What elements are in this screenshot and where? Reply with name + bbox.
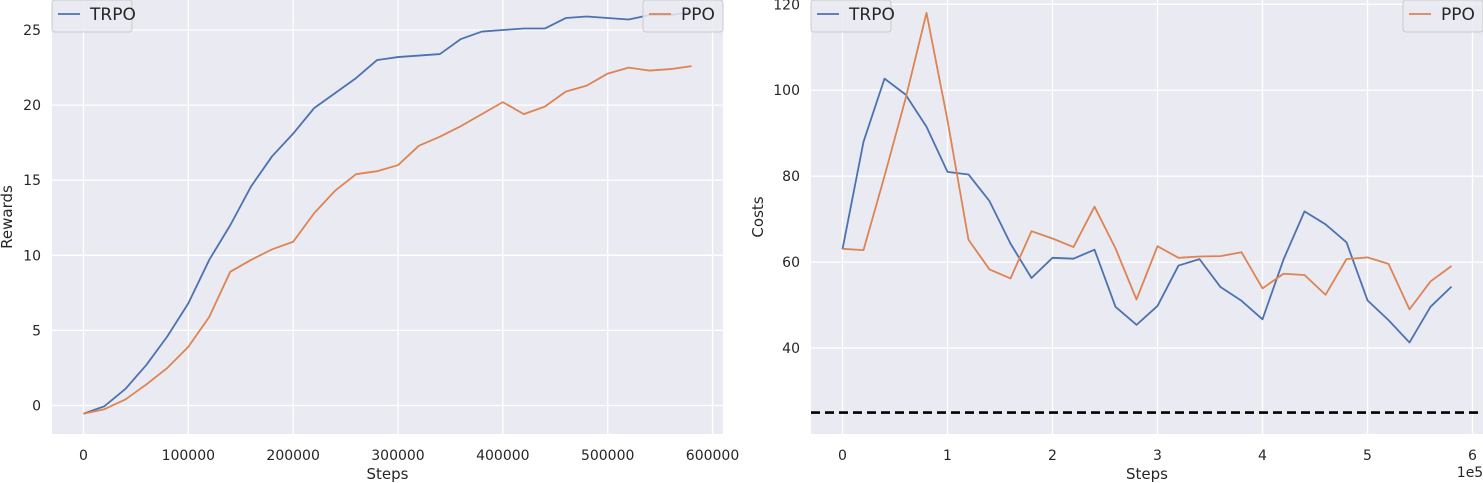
series-line-trpo xyxy=(841,77,1453,344)
x-tick-label: 4 xyxy=(1258,448,1267,464)
legend-trpo: TRPO xyxy=(810,0,895,33)
x-tick-label: 0 xyxy=(838,448,847,464)
legend-label: TRPO xyxy=(848,5,895,25)
legend-label: PPO xyxy=(1441,5,1475,25)
legend-box xyxy=(810,0,892,33)
costs-chart: 0 1 2 3 4 5 6 40 60 80 100 120 Steps Costs 1e5 TRPO PPO xyxy=(749,0,1483,483)
x-tick-label: 100000 xyxy=(162,448,215,464)
x-tick-label: 0 xyxy=(79,448,88,464)
x-tick-label: 6 xyxy=(1468,448,1477,464)
series-line-ppo xyxy=(83,65,692,415)
x-tick-label: 200000 xyxy=(266,448,319,464)
rewards-chart: 0 100000 200000 300000 400000 500000 600000 0 5 1… xyxy=(0,0,739,483)
x-axis-label: Steps xyxy=(1126,465,1168,483)
x-tick-label: 600000 xyxy=(686,448,739,464)
x-tick-label: 2 xyxy=(1048,448,1057,464)
legend-trpo: TRPO xyxy=(51,0,136,33)
y-axis-label: Rewards xyxy=(0,185,16,249)
legend-label: PPO xyxy=(681,5,715,25)
y-tick-label: 5 xyxy=(32,323,41,339)
x-tick-label: 3 xyxy=(1153,448,1162,464)
plot-area xyxy=(83,11,692,415)
x-axis-label: Steps xyxy=(367,465,409,483)
y-axis-label: Costs xyxy=(749,196,767,237)
plot-background xyxy=(811,0,1483,434)
x-tick-label: 5 xyxy=(1363,448,1372,464)
x-tick-label: 300000 xyxy=(371,448,424,464)
y-tick-label: 120 xyxy=(773,0,800,13)
legend-box xyxy=(642,0,724,33)
plot-area xyxy=(811,11,1483,414)
x-offset-text: 1e5 xyxy=(1457,465,1483,481)
y-tick-label: 60 xyxy=(782,255,800,271)
series-line-ppo xyxy=(842,11,1453,311)
y-tick-label: 25 xyxy=(23,23,41,39)
x-tick-label: 500000 xyxy=(581,448,634,464)
plot-background xyxy=(52,0,723,434)
legend-box xyxy=(1402,0,1483,33)
y-tick-label: 40 xyxy=(782,341,800,357)
y-tick-label: 20 xyxy=(23,98,41,114)
x-tick-label: 1 xyxy=(943,448,952,464)
y-tick-label: 100 xyxy=(773,83,800,99)
legend-box xyxy=(51,0,133,33)
legend-ppo: PPO xyxy=(1402,0,1483,33)
legend-label: TRPO xyxy=(89,5,136,25)
legend-ppo: PPO xyxy=(642,0,724,33)
x-tick-label: 400000 xyxy=(476,448,529,464)
y-tick-label: 80 xyxy=(782,169,800,185)
y-tick-label: 0 xyxy=(32,398,41,414)
y-tick-label: 10 xyxy=(23,248,41,264)
y-tick-label: 15 xyxy=(23,173,41,189)
series-line-trpo xyxy=(83,11,692,415)
